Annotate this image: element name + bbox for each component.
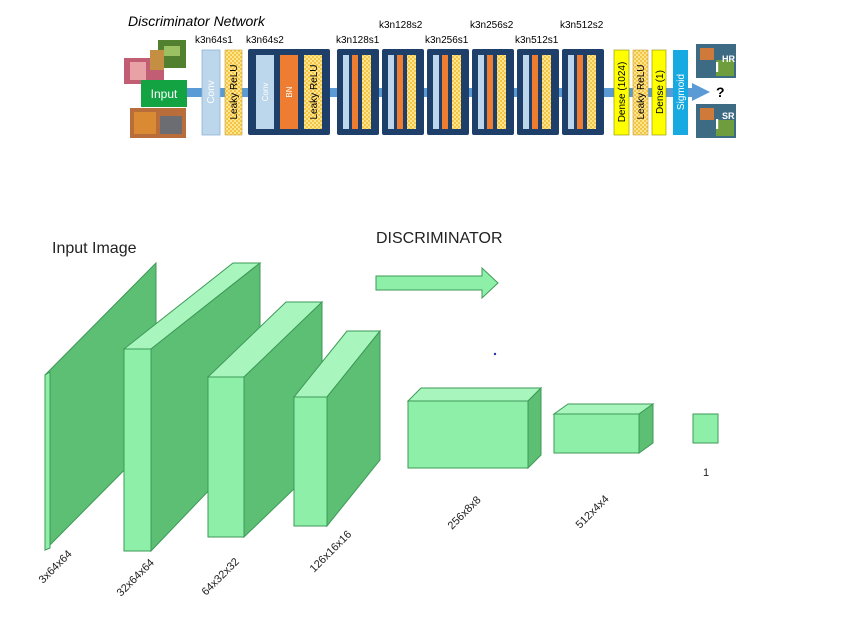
block-leaky-relu-label: Leaky ReLU [309,64,320,119]
top-title: Discriminator Network [128,13,266,29]
conv-block-k3n512s1 [517,49,559,135]
input-box [141,80,187,107]
flow-arrow [375,266,499,300]
output-sr-label: SR [722,111,735,121]
shape-label-3x64x64: 3x64x64 [37,548,75,586]
layer-126x16x16 [292,329,382,528]
block-label-k3n256s2: k3n256s2 [470,20,514,31]
shape-label-512x4x4: 512x4x4 [574,493,612,531]
layer-256x8x8 [406,386,543,470]
shape-label-64x32x32: 64x32x32 [200,556,242,598]
block-bn [280,55,298,129]
conv-layer-label: Conv [206,80,217,103]
dense-1-label: Dense (1) [655,70,666,114]
output-question-mark: ? [716,84,725,100]
shape-label-1: 1 [703,467,709,479]
conv-block-k3n128s1 [337,49,379,135]
block-label-k3n128s2: k3n128s2 [379,20,423,31]
output-hr-label: HR [722,54,735,64]
conv-block-k3n512s2 [562,49,604,135]
block-conv-label: Conv [261,83,270,102]
layer-32x64x64 [122,261,262,553]
top-diagram: Discriminator Network Input k3n64s1 k3n6… [124,13,736,138]
block-label-k3n128s1: k3n128s1 [336,35,380,46]
leaky-relu-layer [224,49,243,136]
block-conv [256,55,274,129]
block-label-k3n512s2: k3n512s2 [560,20,604,31]
shape-label-256x8x8: 256x8x8 [446,494,484,532]
output-sr-image: I SR [696,104,736,138]
dense-1024-layer [613,49,630,136]
block-label-k3n64s1: k3n64s1 [195,35,233,46]
shape-label-126x16x16: 126x16x16 [308,529,355,576]
input-image-title: Input Image [52,240,137,257]
conv-block-k3n128s2 [382,49,424,135]
sigmoid-label: Sigmoid [676,74,687,110]
pipeline-arrow [692,83,710,101]
leaky-relu-layer-2-label: Leaky ReLU [636,64,647,119]
leaky-relu-layer-2 [632,49,649,136]
block-bn-label: BN [285,86,294,97]
bottom-diagram: Input Image DISCRIMINATOR [37,230,719,599]
layer-512x4x4 [552,403,655,454]
shape-label-32x64x64: 32x64x64 [115,557,157,599]
conv-layer [201,49,221,136]
dense-1-layer [651,49,667,136]
output-sr-letter: I [715,116,719,133]
input-label: Input [151,87,178,101]
block-label-k3n512s1: k3n512s1 [515,35,559,46]
dense-1024-label: Dense (1024) [617,62,628,123]
conv-block-k3n256s2 [472,49,514,135]
layer-1 [692,413,719,444]
discriminator-title: DISCRIMINATOR [376,230,503,247]
stray-dot [493,352,497,356]
sigmoid-layer [673,50,688,135]
leaky-relu-layer-label: Leaky ReLU [229,64,240,119]
output-hr-image: I HR [696,44,736,78]
block-label-k3n256s1: k3n256s1 [425,35,469,46]
input-image-collage: Input [124,40,187,138]
conv-block-k3n256s1 [427,49,469,135]
block-label-k3n64s2: k3n64s2 [246,35,284,46]
block-leaky-relu [304,55,322,129]
output-hr-letter: I [715,59,719,76]
